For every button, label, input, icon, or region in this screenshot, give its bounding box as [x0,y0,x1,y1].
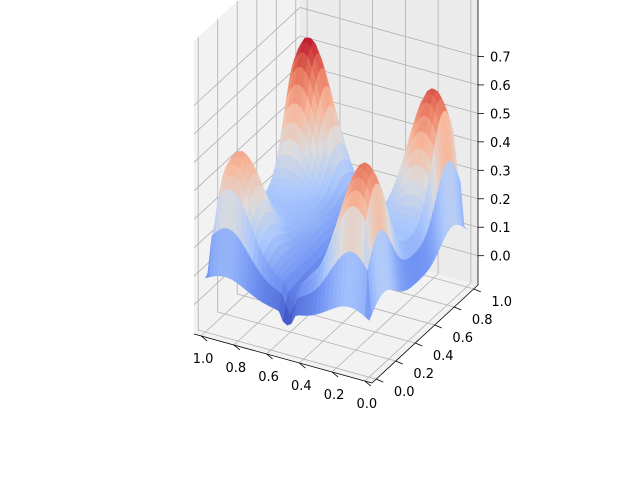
y-tick-label: 1.0 [491,295,512,310]
y-tick-mark [473,288,481,293]
z-tick-label: 0.1 [490,221,511,236]
x-tick-label: 0.0 [357,397,378,412]
x-tick-mark [299,362,306,369]
z-tick-label: 0.3 [490,164,511,179]
z-tick-label: 0.2 [490,193,511,208]
y-tick-mark [454,306,462,311]
x-tick-mark [331,371,339,378]
z-gridline [193,35,479,135]
z-tick-label: 0.6 [490,79,511,94]
y-tick-label: 0.2 [413,367,434,382]
y-tick-label: 0.6 [452,331,473,346]
surface-facet [364,270,372,321]
z-gridline [193,7,479,106]
y-tick-label: 0.8 [472,313,493,328]
x-tick-mark [364,380,372,387]
axis-lines [193,0,479,384]
x-axis-line [193,333,373,384]
z-tick-label: 0.0 [490,250,511,265]
x-tick-mark [266,353,273,360]
surface-mesh [205,37,467,326]
x-tick-mark [233,344,241,351]
y-tick-label: 0.0 [394,385,415,400]
y-tick-mark [395,360,403,365]
y-gridline [197,37,377,380]
y-tick-mark [434,324,442,329]
x-gridline [331,0,439,373]
y-tick-mark [376,378,384,383]
x-tick-mark [200,335,208,342]
y-axis-line [371,284,479,384]
x-tick-label: 1.0 [193,352,214,367]
x-tick-label: 0.8 [226,361,247,376]
x-tick-label: 0.4 [291,379,312,394]
y-tick-label: 0.4 [433,349,454,364]
z-tick-label: 0.5 [490,107,511,122]
y-gridline [236,1,416,344]
axis-ticks: 0.0 0.2 0.4 0.6 0.8 1.0 0.0 0.2 0.4 0.6 0.8 1.0 0.0 0… [193,50,512,412]
y-tick-mark [415,342,423,347]
x-tick-label: 0.6 [258,370,279,385]
x-tick-label: 0.2 [324,388,345,403]
x-gridline [364,0,472,382]
z-tick-label: 0.4 [490,136,511,151]
y-gridline [217,19,396,362]
z-tick-label: 0.7 [490,50,511,65]
